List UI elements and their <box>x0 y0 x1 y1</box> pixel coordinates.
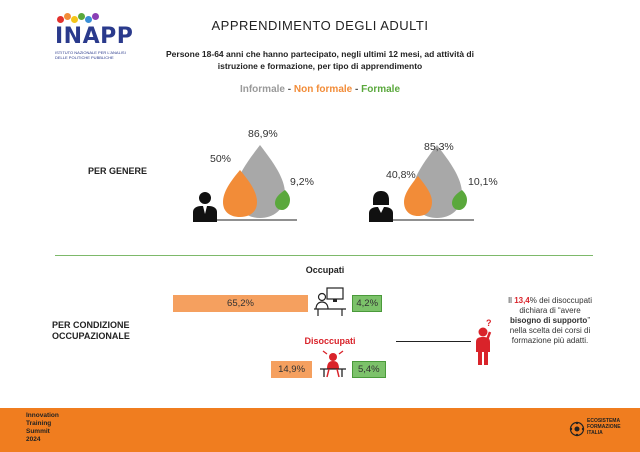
section-label-condizione: PER CONDIZIONE OCCUPAZIONALE <box>52 320 130 341</box>
inapp-logo: INAPP Istituto nazionale per l'analisi d… <box>55 12 135 62</box>
logo-subtitle: Istituto nazionale per l'analisi delle p… <box>55 50 126 60</box>
legend-non-formale: Non formale <box>293 84 353 95</box>
bar-formale-occupati: 4,2% <box>352 295 383 312</box>
bar-formale-disoccupati: 5,4% <box>352 361 386 378</box>
leaf-chart-donne <box>392 145 474 221</box>
legend-formale: Formale <box>361 84 401 95</box>
category-disoccupati: Disoccupati <box>304 336 356 346</box>
note-part1: Il <box>507 296 515 305</box>
legend-separator: - <box>284 84 294 95</box>
legend-separator: - <box>352 84 362 95</box>
note-highlight: 13,4 <box>514 296 530 305</box>
note-part2: % dei disoccupati dichiara di “avere <box>519 296 593 315</box>
page-subtitle: Persone 18-64 anni che hanno partecipato… <box>166 49 474 71</box>
label-informale-uomini: 86,9% <box>248 128 278 140</box>
label-formale-uomini: 9,2% <box>290 176 314 188</box>
man-icon <box>193 192 217 222</box>
office-worker-icon <box>314 287 346 316</box>
label-informale-donne: 85,3% <box>424 141 454 153</box>
unemployed-icon <box>320 350 346 378</box>
note-bold: bisogno di supporto <box>510 316 588 325</box>
svg-text:?: ? <box>486 318 492 328</box>
leaf-chart-uomini <box>215 145 297 221</box>
woman-icon <box>369 191 393 222</box>
logo-text: INAPP <box>55 24 134 49</box>
section-label-genere: PER GENERE <box>88 166 148 176</box>
legend-informale: Informale <box>239 84 285 95</box>
footer-right-text: ECOSISTEMA FORMAZIONE ITALIA <box>587 418 621 436</box>
footer-bar <box>0 408 640 452</box>
logo-dots-icon <box>55 12 115 26</box>
ecosystem-logo-icon <box>569 421 585 437</box>
bar-non-formale-occupati: 65,2% <box>173 295 308 312</box>
thinking-person-icon: ? <box>476 318 492 365</box>
connector-line <box>396 341 471 342</box>
footer-event-title: Innovation Training Summit 2024 <box>26 412 59 444</box>
bar-non-formale-disoccupati: 14,9% <box>271 361 312 378</box>
legend: Informale - Non formale - Formale <box>0 84 640 95</box>
leaf-non-formale-donne <box>404 176 432 216</box>
footer-line: 2024 <box>26 436 41 443</box>
label-non-formale-uomini: 50% <box>210 153 232 165</box>
leaf-non-formale-uomini <box>223 170 257 217</box>
page-title: APPRENDIMENTO DEGLI ADULTI <box>211 18 429 33</box>
note-text: Il 13,4% dei disoccupati dichiara di “av… <box>505 296 595 346</box>
footer-line: Training <box>26 420 52 427</box>
footer-line: Summit <box>26 428 50 435</box>
leaf-formale-donne <box>452 190 467 210</box>
leaf-formale-uomini <box>275 190 290 210</box>
section-divider <box>55 255 593 256</box>
label-non-formale-donne: 40,8% <box>386 169 416 181</box>
label-formale-donne: 10,1% <box>468 176 498 188</box>
note-part3: ” nella scelta dei corsi di formazione p… <box>509 316 591 345</box>
footer-line: Innovation <box>26 412 59 419</box>
category-occupati: Occupati <box>305 265 345 275</box>
